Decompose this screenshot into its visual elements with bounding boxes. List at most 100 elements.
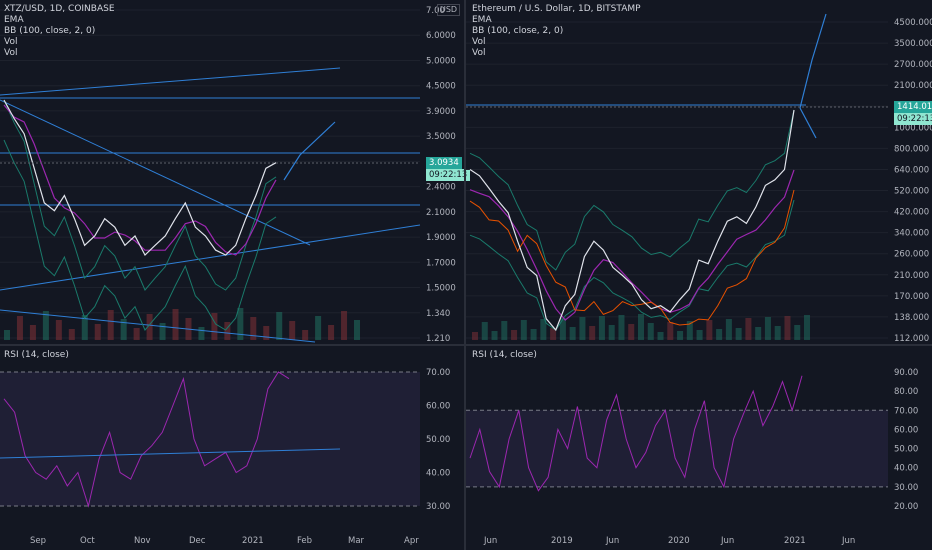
- eth-price-pane[interactable]: 4500.0003500.0002700.0002100.0001700.000…: [466, 0, 932, 344]
- pane-divider-horizontal[interactable]: [0, 344, 932, 346]
- eth-bb-lower: [469, 199, 795, 331]
- eth-volume-bar: [481, 322, 488, 340]
- xtz-volume-bar: [55, 320, 62, 340]
- xtz-volume-bar: [315, 316, 322, 340]
- xtz-volume-bar: [341, 311, 348, 340]
- xtz-volume-bar: [224, 322, 231, 340]
- eth-price-tick-label: 4500.000: [894, 18, 932, 28]
- xtz-time-tick-label: 2021: [242, 536, 264, 546]
- rsi-tick-label-2: 30.00: [426, 502, 450, 512]
- xtz-volume-bar: [120, 319, 127, 340]
- eth-volume-bar: [628, 324, 635, 340]
- eth-volume-bar: [667, 322, 674, 340]
- xtz-time-tick-label: Oct: [80, 536, 95, 546]
- eth-volume-bar: [598, 316, 605, 340]
- eth-volume-bar: [579, 317, 586, 340]
- rsi-tick-label-3: 40.00: [894, 464, 918, 474]
- xtz-rsi-pane[interactable]: 70.00 60.00 50.00 40.00 30.00 RSI (14, close…: [0, 346, 464, 532]
- eth-volume-bar: [550, 328, 557, 340]
- eth-volume-bar: [764, 317, 771, 340]
- xtz-price-tick-label: 1.5000: [426, 284, 456, 294]
- eth-price-tick-label: 2700.000: [894, 60, 932, 70]
- eth-time-tick-label: Jun: [484, 536, 498, 546]
- rsi-tick-label-3: 30.00: [894, 483, 918, 493]
- rsi-tick-label-3: 20.00: [894, 502, 918, 512]
- eth-volume-bar: [472, 332, 478, 340]
- eth-volume-bar: [716, 329, 723, 340]
- xtz-price-tick-label: 1.9000: [426, 233, 456, 243]
- eth-volume-bar: [804, 315, 810, 340]
- eth-rsi-chart[interactable]: 90.00 80.00 70.00 60.00 50.00 40.00 30.00 20.00: [466, 346, 932, 532]
- xtz-volume-bar: [354, 320, 360, 340]
- xtz-price-tick-label: 6.0000: [426, 31, 456, 41]
- eth-price-tick-label: 800.000: [894, 144, 929, 154]
- eth-price-tick-label: 210.000: [894, 271, 929, 281]
- xtz-volume-bar: [68, 329, 75, 340]
- eth-volume-bar: [725, 319, 732, 340]
- xtz-last-price-tag: 3.0934: [426, 157, 462, 169]
- eth-time-tick-label: Jun: [842, 536, 856, 546]
- eth-time-tick-label: 2021: [784, 536, 806, 546]
- xtz-price-line: [3, 99, 277, 256]
- xtz-volume-bar: [146, 314, 153, 340]
- xtz-time-tick-label: Apr: [404, 536, 419, 546]
- eth-price-tick-label: 112.000: [894, 334, 929, 344]
- rsi-line-2: [3, 371, 290, 508]
- rsi-tick-label-3: 50.00: [894, 445, 918, 455]
- xtz-volume-bar: [198, 327, 205, 340]
- xtz-volume-bar: [29, 325, 36, 340]
- eth-volume-bar: [569, 327, 576, 340]
- xtz-trendline: [0, 224, 421, 291]
- xtz-rsi-chart[interactable]: 70.00 60.00 50.00 40.00 30.00: [0, 346, 464, 532]
- eth-volume-bar: [706, 320, 713, 340]
- eth-volume-bar: [794, 325, 801, 340]
- xtz-trendline: [0, 99, 311, 246]
- xtz-volume-bar: [81, 315, 88, 340]
- eth-bb-upper: [469, 109, 795, 271]
- currency-badge[interactable]: USD: [437, 4, 461, 16]
- xtz-volume-bar: [328, 325, 335, 340]
- eth-volume-bar: [520, 320, 527, 340]
- xtz-volume-bar: [276, 312, 283, 340]
- rsi-tick-label-3: 70.00: [894, 406, 918, 416]
- eth-ema-slow-line: [469, 189, 795, 326]
- eth-volume-bar: [735, 328, 742, 340]
- eth-volume-bar: [491, 331, 498, 340]
- eth-time-tick-label: 2020: [668, 536, 690, 546]
- eth-rsi-pane[interactable]: 90.00 80.00 70.00 60.00 50.00 40.00 30.00 20.00…: [466, 346, 932, 532]
- xtz-price-pane[interactable]: 7.006.00005.00004.50003.90003.50002.7000…: [0, 0, 471, 344]
- pane-divider-vertical[interactable]: [464, 0, 466, 550]
- rsi-tick-label-2: 40.00: [426, 469, 450, 479]
- xtz-volume-bar: [159, 323, 166, 340]
- xtz-price-chart[interactable]: 7.006.00005.00004.50003.90003.50002.7000…: [0, 0, 464, 344]
- eth-volume-bar: [540, 319, 547, 340]
- eth-volume-bar: [511, 330, 518, 340]
- xtz-bb-upper: [3, 99, 277, 291]
- rsi-tick-label-2: 50.00: [426, 435, 450, 445]
- xtz-price-tick-label: 7.00: [426, 6, 445, 16]
- eth-volume-bar: [589, 326, 596, 340]
- xtz-time-tick-label: Mar: [348, 536, 365, 546]
- eth-price-chart[interactable]: 4500.0003500.0002700.0002100.0001700.000…: [466, 0, 932, 344]
- eth-volume-bar: [618, 315, 625, 340]
- xtz-volume-bar: [250, 317, 257, 340]
- eth-price-tick-label: 260.000: [894, 250, 929, 260]
- xtz-countdown-tag: 09:22:13: [426, 169, 471, 181]
- eth-time-axis[interactable]: Jun 2019 Jun 2020 Jun 2021 Jun: [466, 532, 932, 550]
- rsi-band-fill-2: [0, 372, 420, 506]
- rsi-trendline: [0, 448, 341, 459]
- xtz-price-tick-label: 1.340: [426, 309, 450, 319]
- xtz-time-tick-label: Dec: [189, 536, 206, 546]
- xtz-time-axis[interactable]: Sep Oct Nov Dec 2021 Feb Mar Apr: [0, 532, 464, 550]
- xtz-volume-bar: [237, 308, 244, 340]
- eth-price-tick-label: 340.000: [894, 229, 929, 239]
- eth-price-tick-label: 2100.000: [894, 81, 932, 91]
- eth-price-tick-label: 520.000: [894, 187, 929, 197]
- xtz-bb-lower: [3, 139, 277, 331]
- xtz-volume-bar: [4, 330, 10, 340]
- eth-volume-bar: [774, 326, 781, 340]
- eth-volume-bar: [638, 314, 644, 340]
- xtz-volume-bar: [289, 321, 296, 340]
- eth-volume-bar: [784, 316, 791, 340]
